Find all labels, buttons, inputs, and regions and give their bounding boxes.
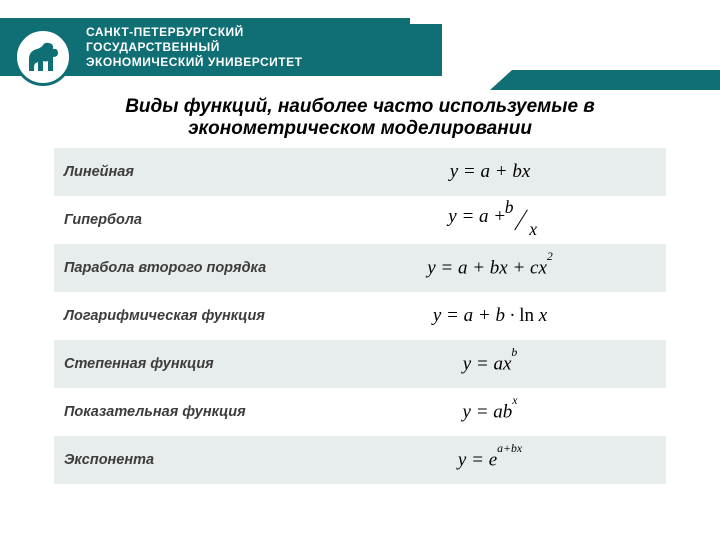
function-formula: y = axb <box>344 340 666 388</box>
function-formula: y = a + b · ln x <box>344 292 666 340</box>
table-row: Парабола второго порядкаy = a + bx + cx2 <box>54 244 666 292</box>
function-table-body: Линейнаяy = a + bxГиперболаy = a + bxПар… <box>54 148 666 532</box>
university-line-1: САНКТ-ПЕТЕРБУРГСКИЙ <box>86 25 302 40</box>
function-formula: y = ea+bx <box>344 436 666 484</box>
university-name: САНКТ-ПЕТЕРБУРГСКИЙ ГОСУДАРСТВЕННЫЙ ЭКОН… <box>86 25 302 70</box>
table-row: Экспонентаy = ea+bx <box>54 436 666 484</box>
corner-accent <box>490 70 720 90</box>
university-line-3: ЭКОНОМИЧЕСКИЙ УНИВЕРСИТЕТ <box>86 55 302 70</box>
table-row <box>54 484 666 532</box>
slide-title: Виды функций, наиболее часто используемы… <box>0 96 720 141</box>
function-table: Линейнаяy = a + bxГиперболаy = a + bxПар… <box>54 148 666 532</box>
function-name: Показательная функция <box>54 388 344 436</box>
function-name: Гипербола <box>54 196 344 244</box>
function-formula: y = a + bx + cx2 <box>344 244 666 292</box>
table-row: Линейнаяy = a + bx <box>54 148 666 196</box>
function-formula <box>344 484 666 532</box>
table-row: Гиперболаy = a + bx <box>54 196 666 244</box>
slide: САНКТ-ПЕТЕРБУРГСКИЙ ГОСУДАРСТВЕННЫЙ ЭКОН… <box>0 0 720 540</box>
function-formula: y = a + bx <box>344 148 666 196</box>
function-name: Степенная функция <box>54 340 344 388</box>
university-logo <box>14 28 72 86</box>
university-line-2: ГОСУДАРСТВЕННЫЙ <box>86 40 302 55</box>
function-name <box>54 484 344 532</box>
function-name: Линейная <box>54 148 344 196</box>
function-name: Логарифмическая функция <box>54 292 344 340</box>
table-row: Логарифмическая функцияy = a + b · ln x <box>54 292 666 340</box>
function-name: Парабола второго порядка <box>54 244 344 292</box>
table-row: Показательная функцияy = abx <box>54 388 666 436</box>
function-formula: y = abx <box>344 388 666 436</box>
griffin-icon <box>23 37 63 77</box>
header-band: САНКТ-ПЕТЕРБУРГСКИЙ ГОСУДАРСТВЕННЫЙ ЭКОН… <box>0 18 720 82</box>
function-name: Экспонента <box>54 436 344 484</box>
table-row: Степенная функцияy = axb <box>54 340 666 388</box>
function-formula: y = a + bx <box>344 196 666 244</box>
